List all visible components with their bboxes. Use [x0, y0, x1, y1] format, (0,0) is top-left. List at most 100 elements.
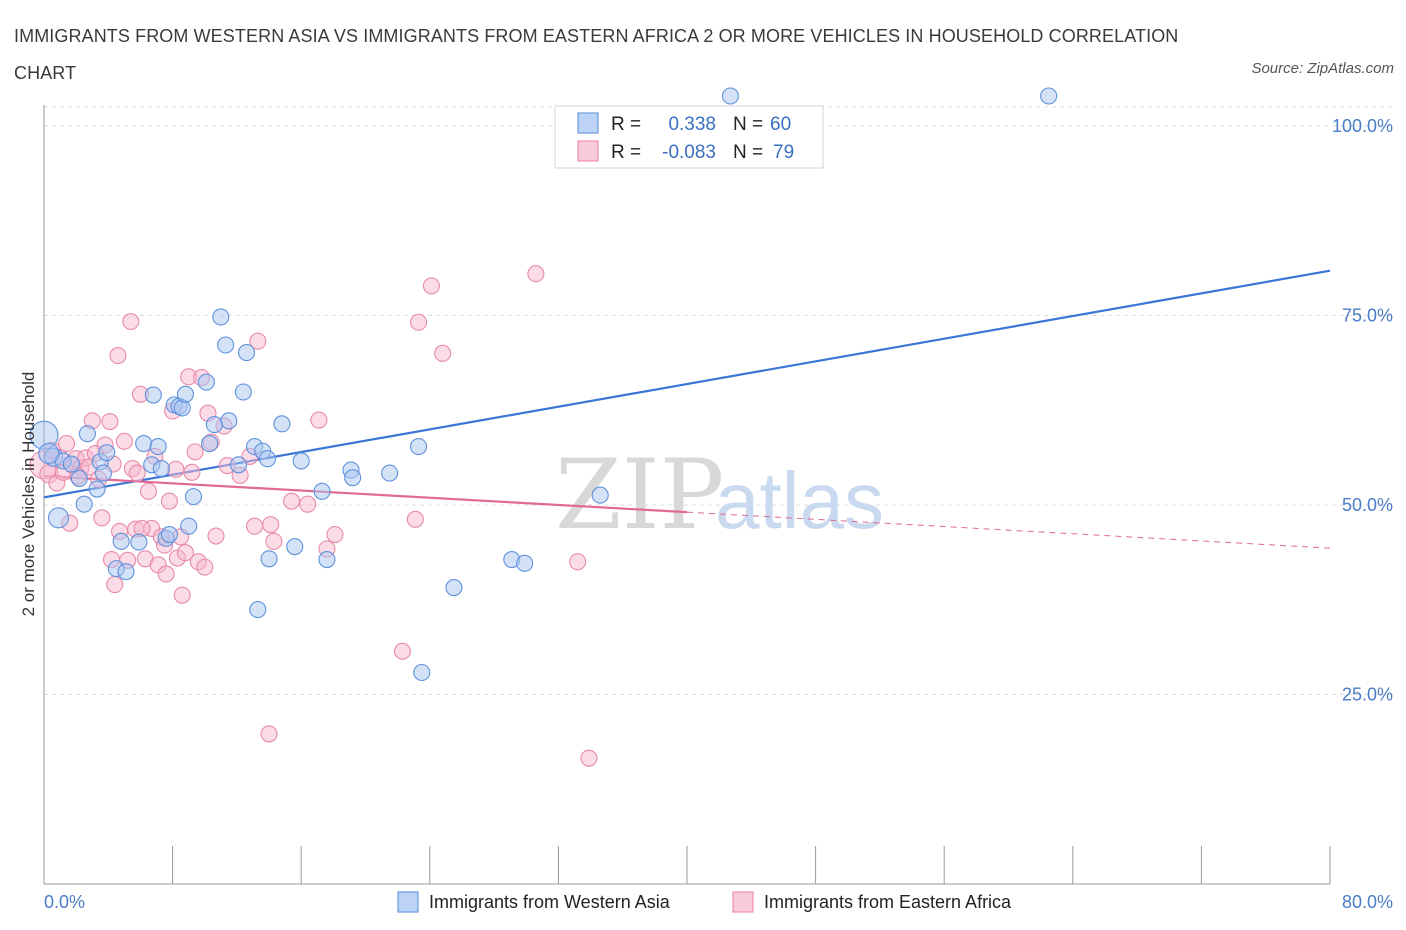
- data-point-western-asia: [144, 386, 162, 404]
- y-axis-label: 2 or more Vehicles in Household: [19, 372, 38, 617]
- data-point-western-asia: [591, 486, 609, 504]
- y-tick-label: 25.0%: [1342, 684, 1393, 704]
- trend-lines: [43, 269, 1331, 549]
- data-point-eastern-africa: [139, 482, 158, 500]
- data-point-western-asia: [184, 488, 203, 506]
- data-point-western-asia: [516, 554, 534, 572]
- data-point-western-asia: [220, 412, 238, 430]
- data-point-eastern-africa: [265, 532, 283, 550]
- data-point-western-asia: [130, 533, 148, 551]
- stats-n-label-pink: N =: [733, 142, 763, 163]
- data-point-eastern-africa: [160, 492, 178, 510]
- data-point-western-asia: [344, 469, 362, 487]
- data-point-western-asia: [212, 308, 230, 326]
- data-point-eastern-africa: [109, 347, 127, 365]
- data-point-eastern-africa: [249, 332, 267, 350]
- data-point-western-asia: [1040, 87, 1058, 105]
- data-point-western-asia: [313, 482, 331, 500]
- stats-swatch-blue: [577, 112, 599, 134]
- data-point-eastern-africa: [283, 492, 301, 510]
- stats-r-value-blue: 0.338: [668, 114, 716, 135]
- data-point-eastern-africa: [406, 510, 424, 528]
- data-point-eastern-africa: [128, 464, 146, 482]
- data-point-eastern-africa: [527, 265, 545, 283]
- data-point-western-asia: [78, 425, 96, 443]
- data-point-western-asia: [273, 415, 291, 433]
- data-point-western-asia: [292, 452, 310, 470]
- data-point-western-asia: [197, 373, 215, 391]
- data-point-eastern-africa: [246, 517, 264, 535]
- x-tick-label-max: 80.0%: [1342, 892, 1393, 912]
- data-point-western-asia: [413, 663, 431, 682]
- data-point-western-asia: [70, 469, 88, 487]
- trend-line-western-asia: [43, 269, 1331, 499]
- data-point-eastern-africa: [186, 443, 204, 461]
- data-point-western-asia: [94, 464, 113, 482]
- data-point-western-asia: [135, 434, 153, 453]
- data-point-western-asia: [152, 460, 170, 478]
- stats-r-label-pink: R =: [611, 142, 641, 163]
- data-point-western-asia: [286, 538, 304, 556]
- stats-n-value-blue: 60: [770, 114, 791, 135]
- trend-line-eastern-africa: [43, 475, 688, 514]
- data-point-western-asia: [112, 532, 130, 550]
- data-point-western-asia: [409, 438, 428, 456]
- data-point-eastern-africa: [183, 463, 201, 481]
- y-tick-labels: 25.0% 50.0% 75.0% 100.0%: [1332, 116, 1393, 705]
- data-point-eastern-africa: [569, 553, 587, 571]
- data-point-eastern-africa: [157, 565, 175, 583]
- data-point-eastern-africa: [393, 642, 412, 660]
- data-point-western-asia: [381, 464, 399, 482]
- chart-source: Source: ZipAtlas.com: [1251, 60, 1394, 77]
- data-point-eastern-africa: [101, 413, 119, 431]
- data-point-western-asia: [180, 517, 198, 535]
- data-point-eastern-africa: [57, 434, 76, 453]
- watermark-zip: ZIP: [555, 439, 724, 551]
- data-point-western-asia: [88, 480, 106, 498]
- data-point-eastern-africa: [93, 509, 111, 527]
- legend-item-western-asia[interactable]: Immigrants from Western Asia: [397, 891, 671, 913]
- data-point-western-asia: [176, 385, 195, 403]
- data-point-western-asia: [217, 336, 235, 354]
- data-point-western-asia: [62, 455, 80, 473]
- legend: Immigrants from Western Asia Immigrants …: [397, 891, 1012, 913]
- legend-item-eastern-africa[interactable]: Immigrants from Eastern Africa: [732, 891, 1012, 913]
- data-point-eastern-africa: [122, 312, 140, 331]
- stats-swatch-pink: [577, 140, 599, 162]
- data-point-western-asia: [205, 416, 223, 434]
- data-point-eastern-africa: [580, 749, 598, 767]
- data-point-eastern-africa: [326, 525, 344, 544]
- y-tick-label: 50.0%: [1342, 495, 1393, 515]
- legend-swatch-eastern-africa: [732, 891, 754, 913]
- data-point-eastern-africa: [262, 516, 280, 534]
- data-point-western-asia: [117, 563, 135, 581]
- data-point-western-asia: [98, 444, 116, 462]
- legend-label-western-asia: Immigrants from Western Asia: [429, 892, 671, 912]
- data-point-eastern-africa: [422, 277, 440, 295]
- data-point-western-asia: [38, 442, 60, 464]
- data-point-western-asia: [258, 450, 276, 468]
- legend-swatch-western-asia: [397, 891, 419, 913]
- grid-lines: [44, 106, 1392, 695]
- x-tick-label-min: 0.0%: [44, 892, 85, 912]
- data-point-western-asia: [47, 507, 70, 529]
- chart-title: IMMIGRANTS FROM WESTERN ASIA VS IMMIGRAN…: [14, 26, 1179, 83]
- data-point-western-asia: [149, 438, 167, 456]
- data-point-eastern-africa: [176, 544, 195, 562]
- data-point-western-asia: [229, 456, 248, 474]
- legend-label-eastern-africa: Immigrants from Eastern Africa: [764, 892, 1012, 912]
- data-point-eastern-africa: [106, 576, 124, 594]
- data-point-western-asia: [234, 383, 252, 401]
- data-point-western-asia: [318, 550, 336, 569]
- data-point-eastern-africa: [260, 725, 278, 743]
- data-point-western-asia: [249, 601, 267, 619]
- data-point-eastern-africa: [299, 495, 317, 513]
- data-point-eastern-africa: [196, 558, 214, 576]
- data-point-western-asia: [721, 87, 739, 105]
- data-point-eastern-africa: [409, 313, 428, 331]
- data-point-eastern-africa: [434, 344, 452, 362]
- data-point-western-asia: [237, 344, 256, 362]
- stats-n-label-blue: N =: [733, 114, 763, 135]
- stats-r-label-blue: R =: [611, 114, 641, 135]
- x-tick-marks: [172, 846, 1331, 884]
